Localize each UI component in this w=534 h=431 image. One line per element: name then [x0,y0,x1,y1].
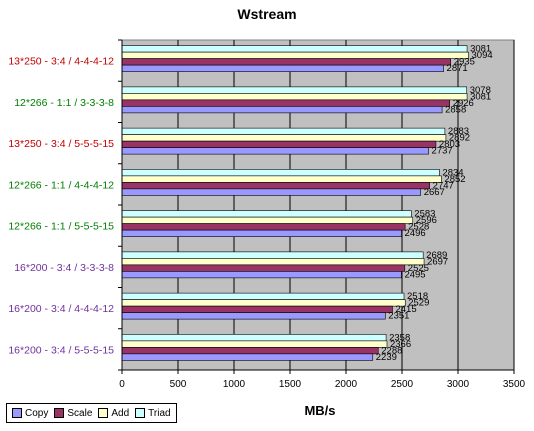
bar-scale [121,99,451,107]
x-tick-label: 0 [119,379,125,390]
chart-title: Wstream [237,6,297,22]
bar-scale [121,58,452,66]
x-tick-label: 3500 [503,379,526,390]
data-label: 2926 [453,98,474,109]
data-label: 3078 [470,85,491,96]
data-label: 2834 [442,167,463,178]
data-label: 2529 [408,298,429,309]
data-label: 2892 [449,133,470,144]
category-label: 12*266 - 1:1 / 4-4-4-12 [8,179,114,191]
legend-swatch [135,408,146,418]
bar-scale [121,140,437,148]
legend-label: Copy [25,407,49,419]
bar-triad [121,45,468,53]
legend-label: Add [111,407,130,419]
data-label: 2852 [444,174,465,185]
data-label: 2803 [439,139,460,150]
data-label: 2667 [424,187,445,198]
category-label: 12*266 - 1:1 / 3-3-3-8 [14,97,114,109]
data-label: 2883 [448,126,469,137]
x-axis-label: MB/s [304,403,336,418]
bar-copy [121,312,386,320]
data-label: 2518 [407,291,428,302]
data-label: 2737 [432,146,453,157]
category-label: 16*200 - 3:4 / 3-3-3-8 [14,262,114,274]
data-label: 2528 [408,222,429,233]
data-label: 2871 [447,63,468,74]
bar-copy [121,229,402,237]
data-label: 2525 [408,263,429,274]
bar-add [121,299,406,307]
bar-scale [121,305,393,313]
bar-triad [121,292,405,300]
data-label: 2583 [414,209,435,220]
legend-swatch [12,408,22,418]
x-tick-label: 1000 [223,379,246,390]
x-tick-label: 1500 [279,379,302,390]
data-label: 2239 [376,352,397,363]
bar-add [121,340,388,348]
data-label: 2689 [426,250,447,261]
legend-label: Triad [148,407,171,419]
bar-add [121,93,468,101]
legend-item-triad: Triad [135,407,171,419]
legend-item-add: Add [98,408,129,419]
bar-copy [121,147,429,155]
legend-swatch [54,408,65,418]
bar-copy [121,106,443,114]
bar-triad [121,127,446,135]
data-label: 2495 [404,269,425,280]
data-label: 2288 [381,345,402,356]
data-label: 2496 [405,228,426,239]
bar-copy [121,271,402,279]
category-label: 13*250 - 3:4 / 5-5-5-15 [8,138,114,150]
category-label: 12*266 - 1:1 / 5-5-5-15 [8,221,114,233]
legend: Copy Scale Add Triad [6,403,177,423]
data-label: 2415 [395,304,416,315]
bar-triad [121,86,468,94]
category-label: 16*200 - 3:4 / 5-5-5-15 [8,344,114,356]
data-label: 2351 [388,311,409,322]
data-label: 2747 [433,180,454,191]
data-label: 2358 [389,332,410,343]
data-label: 2697 [427,256,448,267]
bar-copy [121,188,422,196]
bar-add [121,216,414,224]
bar-add [121,134,447,142]
data-label: 3081 [470,91,491,102]
data-label: 2596 [416,215,437,226]
data-label: 2366 [390,339,411,350]
legend-swatch [98,408,109,418]
data-labels: 3081309429352871307830812926285828832892… [376,44,493,363]
bar-triad [121,251,424,259]
bar-copy [121,64,444,72]
bar-scale [121,264,406,272]
data-label: 3094 [472,50,493,61]
legend-item-scale: Scale [54,408,92,419]
bar-triad [121,169,440,177]
bar-add [121,258,425,266]
x-tick-label: 3000 [447,379,470,390]
bar-scale [121,223,406,231]
bar-triad [121,210,412,218]
bar-add [121,175,442,183]
data-label: 3081 [470,44,491,55]
bar-copy [121,353,374,361]
category-label: 16*200 - 3:4 / 4-4-4-12 [8,303,114,315]
legend-label: Scale [67,407,93,419]
axes: 0 500 1000 1500 2000 2500 3000 3500 13*250 - 3:4… [8,39,526,390]
bar-scale [121,182,430,190]
bar-add [121,51,469,59]
category-label: 13*250 - 3:4 / 4-4-4-12 [8,56,114,68]
x-tick-label: 2000 [335,379,358,390]
legend-item-copy: Copy [12,408,48,419]
x-tick-label: 2500 [391,379,414,390]
bar-scale [121,347,379,355]
data-label: 2935 [454,57,475,68]
data-label: 2858 [445,104,466,115]
x-tick-label: 500 [170,379,187,390]
bars [121,45,469,361]
bar-triad [121,334,387,342]
